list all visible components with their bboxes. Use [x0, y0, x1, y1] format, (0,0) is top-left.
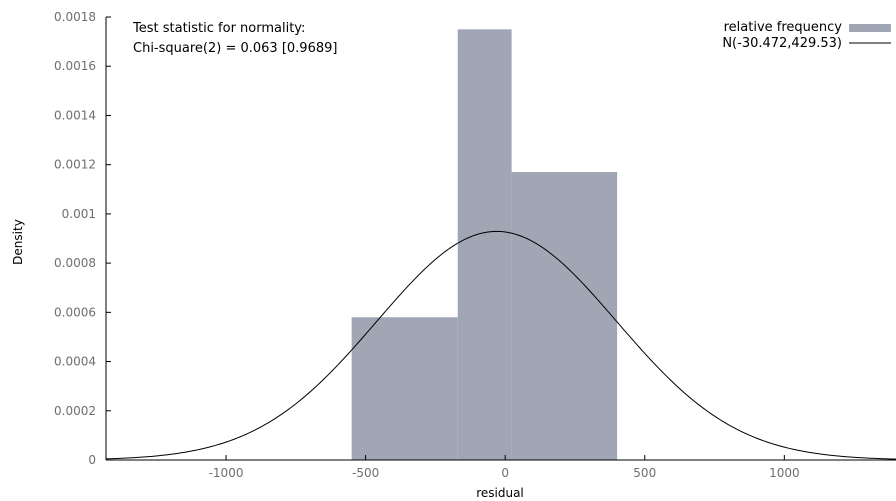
legend-label-normal-curve: N(-30.472,429.53) — [722, 36, 842, 51]
y-tick-label: 0.0016 — [54, 59, 96, 73]
x-tick-label: -1000 — [209, 466, 244, 480]
x-tick-label: -500 — [352, 466, 379, 480]
normality-test-result: Chi-square(2) = 0.063 [0.9689] — [133, 41, 337, 56]
bars-layer — [351, 29, 618, 461]
y-tick-label: 0.0014 — [54, 108, 96, 122]
x-axis-title: residual — [476, 486, 524, 500]
histogram-bar-1 — [457, 29, 512, 461]
legend-label-relative-frequency: relative frequency — [724, 20, 843, 35]
y-tick-label: 0.0012 — [54, 158, 96, 172]
y-tick-label: 0.0004 — [54, 355, 96, 369]
normal-curve — [105, 230, 896, 460]
axes-layer — [105, 17, 896, 461]
normality-test-title: Test statistic for normality: — [132, 21, 305, 36]
x-tick-label: 500 — [633, 466, 656, 480]
y-tick-label: 0.0002 — [54, 404, 96, 418]
y-tick-label: 0.0008 — [54, 256, 96, 270]
legend: relative frequency N(-30.472,429.53) — [722, 20, 891, 51]
y-tick-label: 0.0018 — [54, 10, 96, 24]
y-tick-label: 0.0006 — [54, 305, 96, 319]
y-tick-label: 0.001 — [62, 207, 96, 221]
legend-swatch-relative-frequency — [849, 24, 891, 32]
histogram-bar-2 — [511, 172, 618, 461]
ticks-layer: 0 0.0002 0.0004 0.0006 0.0008 0.001 0.0012 0.00… — [54, 10, 800, 480]
y-axis-title: Density — [11, 219, 25, 265]
x-tick-label: 0 — [501, 466, 509, 480]
histogram-bar-0 — [351, 317, 458, 460]
x-tick-label: 1000 — [769, 466, 800, 480]
y-tick-label: 0 — [88, 453, 96, 467]
curve-layer — [105, 230, 896, 460]
